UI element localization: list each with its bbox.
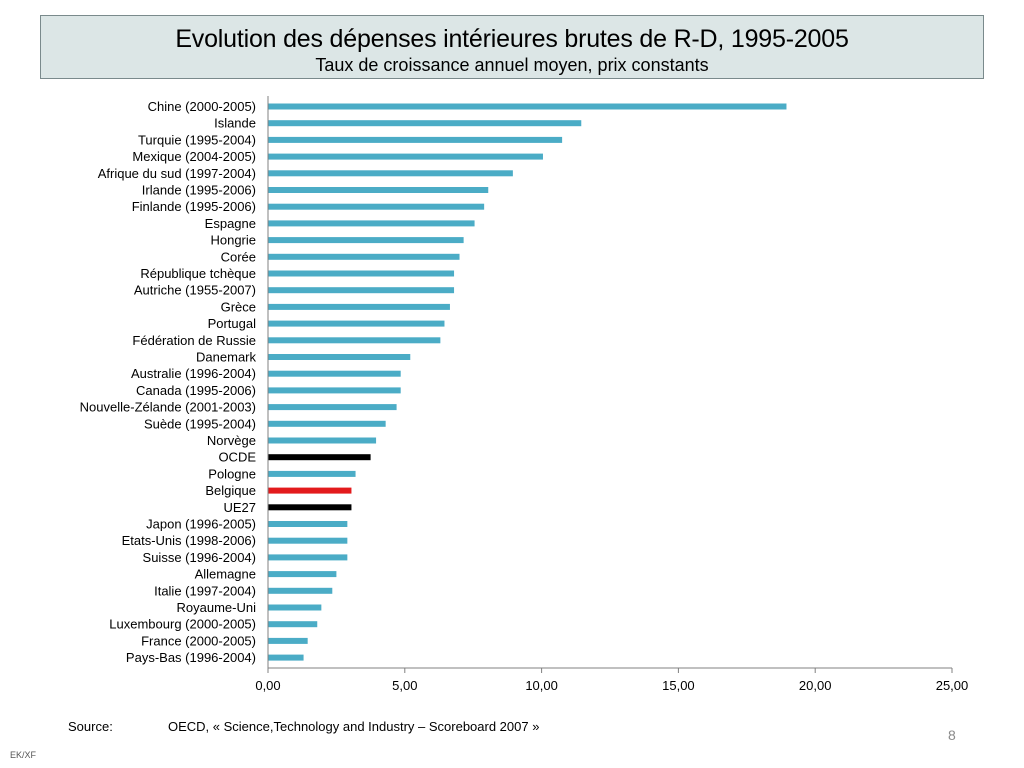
- bar: [268, 437, 377, 444]
- bar: [268, 120, 582, 127]
- category-label: République tchèque: [140, 266, 256, 281]
- category-label: Turquie (1995-2004): [138, 132, 256, 147]
- bar: [268, 571, 337, 578]
- bar: [268, 354, 411, 360]
- category-label: Afrique du sud (1997-2004): [98, 166, 256, 181]
- chart-title: Evolution des dépenses intérieures brute…: [175, 25, 849, 53]
- category-label: Italie (1997-2004): [154, 583, 256, 598]
- category-label: UE27: [223, 500, 256, 515]
- chart-title-box: Evolution des dépenses intérieures brute…: [40, 15, 984, 79]
- bar: [268, 587, 333, 594]
- x-tick-label: 15,00: [662, 678, 695, 693]
- x-axis: 0,00 5,00 10,00 15,00 20,00 25,00: [255, 96, 968, 693]
- x-tick-label: 10,00: [525, 678, 558, 693]
- bar: [268, 420, 386, 427]
- bar: [268, 470, 356, 477]
- bar: [268, 654, 304, 661]
- category-label: Espagne: [205, 216, 256, 231]
- category-label: Fédération de Russie: [132, 333, 256, 348]
- category-label: Belgique: [205, 483, 256, 498]
- author-tag: EK/XF: [10, 750, 37, 760]
- bar: [268, 537, 348, 544]
- page-number: 8: [948, 727, 956, 743]
- bar: [268, 237, 464, 244]
- category-label: Hongrie: [210, 233, 256, 248]
- bar: [268, 187, 489, 193]
- bar: [268, 637, 308, 644]
- category-label: Australie (1996-2004): [131, 366, 256, 381]
- x-tick-label: 5,00: [392, 678, 417, 693]
- bar: [268, 303, 450, 310]
- bar: [268, 521, 348, 527]
- category-label: Islande: [214, 116, 256, 131]
- category-label: Canada (1995-2006): [136, 383, 256, 398]
- category-label: Portugal: [208, 316, 257, 331]
- bar: [268, 203, 485, 210]
- bar: [268, 103, 787, 110]
- bar: [268, 454, 371, 461]
- x-tick-label: 0,00: [255, 678, 280, 693]
- bar: [268, 170, 513, 177]
- x-tick-label: 20,00: [799, 678, 832, 693]
- bar: [268, 370, 401, 377]
- category-label: Mexique (2004-2005): [132, 149, 256, 164]
- bar: [268, 387, 401, 394]
- category-label: Royaume-Uni: [177, 600, 257, 615]
- bar: [268, 153, 543, 160]
- bar: [268, 487, 352, 494]
- bar: [268, 554, 348, 561]
- category-label: Autriche (1955-2007): [134, 283, 256, 298]
- category-label: Chine (2000-2005): [148, 99, 256, 114]
- category-label: Suède (1995-2004): [144, 416, 256, 431]
- chart-subtitle: Taux de croissance annuel moyen, prix co…: [315, 55, 709, 75]
- category-label: Luxembourg (2000-2005): [109, 617, 256, 632]
- category-label: Japon (1996-2005): [146, 517, 256, 532]
- bar: [268, 504, 352, 511]
- bar: [268, 287, 455, 294]
- bar: [268, 320, 445, 327]
- bar: [268, 337, 441, 344]
- bar: [268, 270, 455, 277]
- category-label: Nouvelle-Zélande (2001-2003): [80, 400, 256, 415]
- bar: [268, 253, 460, 260]
- bar: [268, 136, 563, 143]
- category-label: Irlande (1995-2006): [142, 183, 256, 198]
- category-label: Allemagne: [195, 567, 256, 582]
- category-label: Pologne: [208, 466, 256, 481]
- category-label: Etats-Unis (1998-2006): [122, 533, 256, 548]
- category-label: Grèce: [221, 299, 256, 314]
- bars: [268, 103, 787, 661]
- category-label: OCDE: [218, 450, 256, 465]
- category-label: Suisse (1996-2004): [143, 550, 256, 565]
- category-label: Norvège: [207, 433, 256, 448]
- bar: [268, 220, 475, 227]
- source-label: Source:: [68, 719, 113, 734]
- x-tick-label: 25,00: [936, 678, 969, 693]
- bar: [268, 404, 397, 411]
- category-label: Corée: [221, 249, 256, 264]
- source-text: OECD, « Science,Technology and Industry …: [168, 719, 540, 734]
- category-label: Pays-Bas (1996-2004): [126, 650, 256, 665]
- bar: [268, 621, 318, 628]
- category-label: France (2000-2005): [141, 633, 256, 648]
- category-label: Danemark: [196, 350, 256, 365]
- category-label: Finlande (1995-2006): [132, 199, 256, 214]
- bar: [268, 604, 322, 611]
